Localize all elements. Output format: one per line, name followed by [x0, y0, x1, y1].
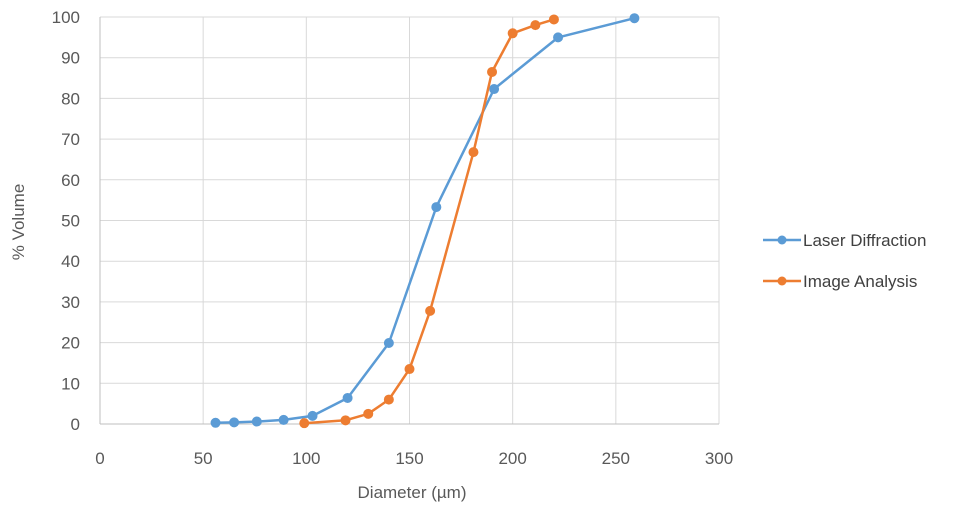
data-point-laser-diffraction: [383, 338, 394, 349]
y-tick-label: 90: [61, 49, 80, 68]
data-point-laser-diffraction: [251, 416, 262, 427]
data-point-laser-diffraction: [307, 410, 318, 421]
y-tick-label: 60: [61, 171, 80, 190]
data-point-image-analysis: [340, 415, 351, 426]
data-point-image-analysis: [363, 408, 374, 419]
data-point-image-analysis: [507, 28, 518, 39]
legend-marker-laser-diffraction: [777, 235, 787, 245]
data-point-image-analysis: [425, 305, 436, 316]
x-tick-label: 300: [705, 449, 733, 468]
legend-item-laser-diffraction: Laser Diffraction: [763, 231, 926, 250]
y-tick-label: 40: [61, 252, 80, 271]
x-tick-label: 0: [95, 449, 104, 468]
axis-layer: 0 10 20 30 40 50 60 70 80 90 100 0 50 100 150 200 250 300: [52, 8, 734, 468]
y-tick-label: 30: [61, 293, 80, 312]
x-tick-label: 150: [395, 449, 423, 468]
x-tick-label: 200: [498, 449, 526, 468]
y-tick-label: 50: [61, 212, 80, 231]
data-point-image-analysis: [468, 147, 479, 158]
data-point-image-analysis: [487, 66, 498, 77]
legend-item-image-analysis: Image Analysis: [763, 272, 917, 291]
legend-marker-image-analysis: [777, 276, 787, 286]
y-axis-title: % Volume: [9, 184, 28, 261]
legend: Laser Diffraction Image Analysis: [763, 231, 926, 291]
data-point-image-analysis: [383, 394, 394, 405]
data-point-laser-diffraction: [431, 202, 442, 213]
legend-label: Laser Diffraction: [803, 231, 926, 250]
data-point-image-analysis: [548, 14, 559, 25]
data-point-laser-diffraction: [210, 417, 221, 428]
x-tick-label: 100: [292, 449, 320, 468]
y-tick-label: 0: [71, 415, 80, 434]
series-laser-diffraction: [210, 13, 640, 428]
series-image-analysis: [299, 14, 559, 429]
y-tick-label: 100: [52, 8, 80, 27]
data-point-laser-diffraction: [553, 32, 564, 43]
data-point-image-analysis: [404, 364, 415, 375]
y-tick-label: 70: [61, 130, 80, 149]
y-tick-label: 10: [61, 374, 80, 393]
grid-layer: [100, 16, 720, 424]
data-point-laser-diffraction: [489, 84, 500, 95]
data-point-laser-diffraction: [342, 392, 353, 403]
x-tick-label: 50: [194, 449, 213, 468]
data-point-laser-diffraction: [229, 417, 240, 428]
series-layer: [210, 13, 640, 429]
data-point-image-analysis: [530, 20, 541, 31]
data-point-laser-diffraction: [629, 13, 640, 24]
legend-label: Image Analysis: [803, 272, 917, 291]
y-tick-label: 20: [61, 334, 80, 353]
y-tick-label: 80: [61, 89, 80, 108]
x-axis-title: Diameter (µm): [358, 483, 467, 502]
series-line-image-analysis: [304, 18, 555, 425]
x-tick-label: 250: [602, 449, 630, 468]
data-point-image-analysis: [299, 418, 310, 429]
data-point-laser-diffraction: [278, 414, 289, 425]
